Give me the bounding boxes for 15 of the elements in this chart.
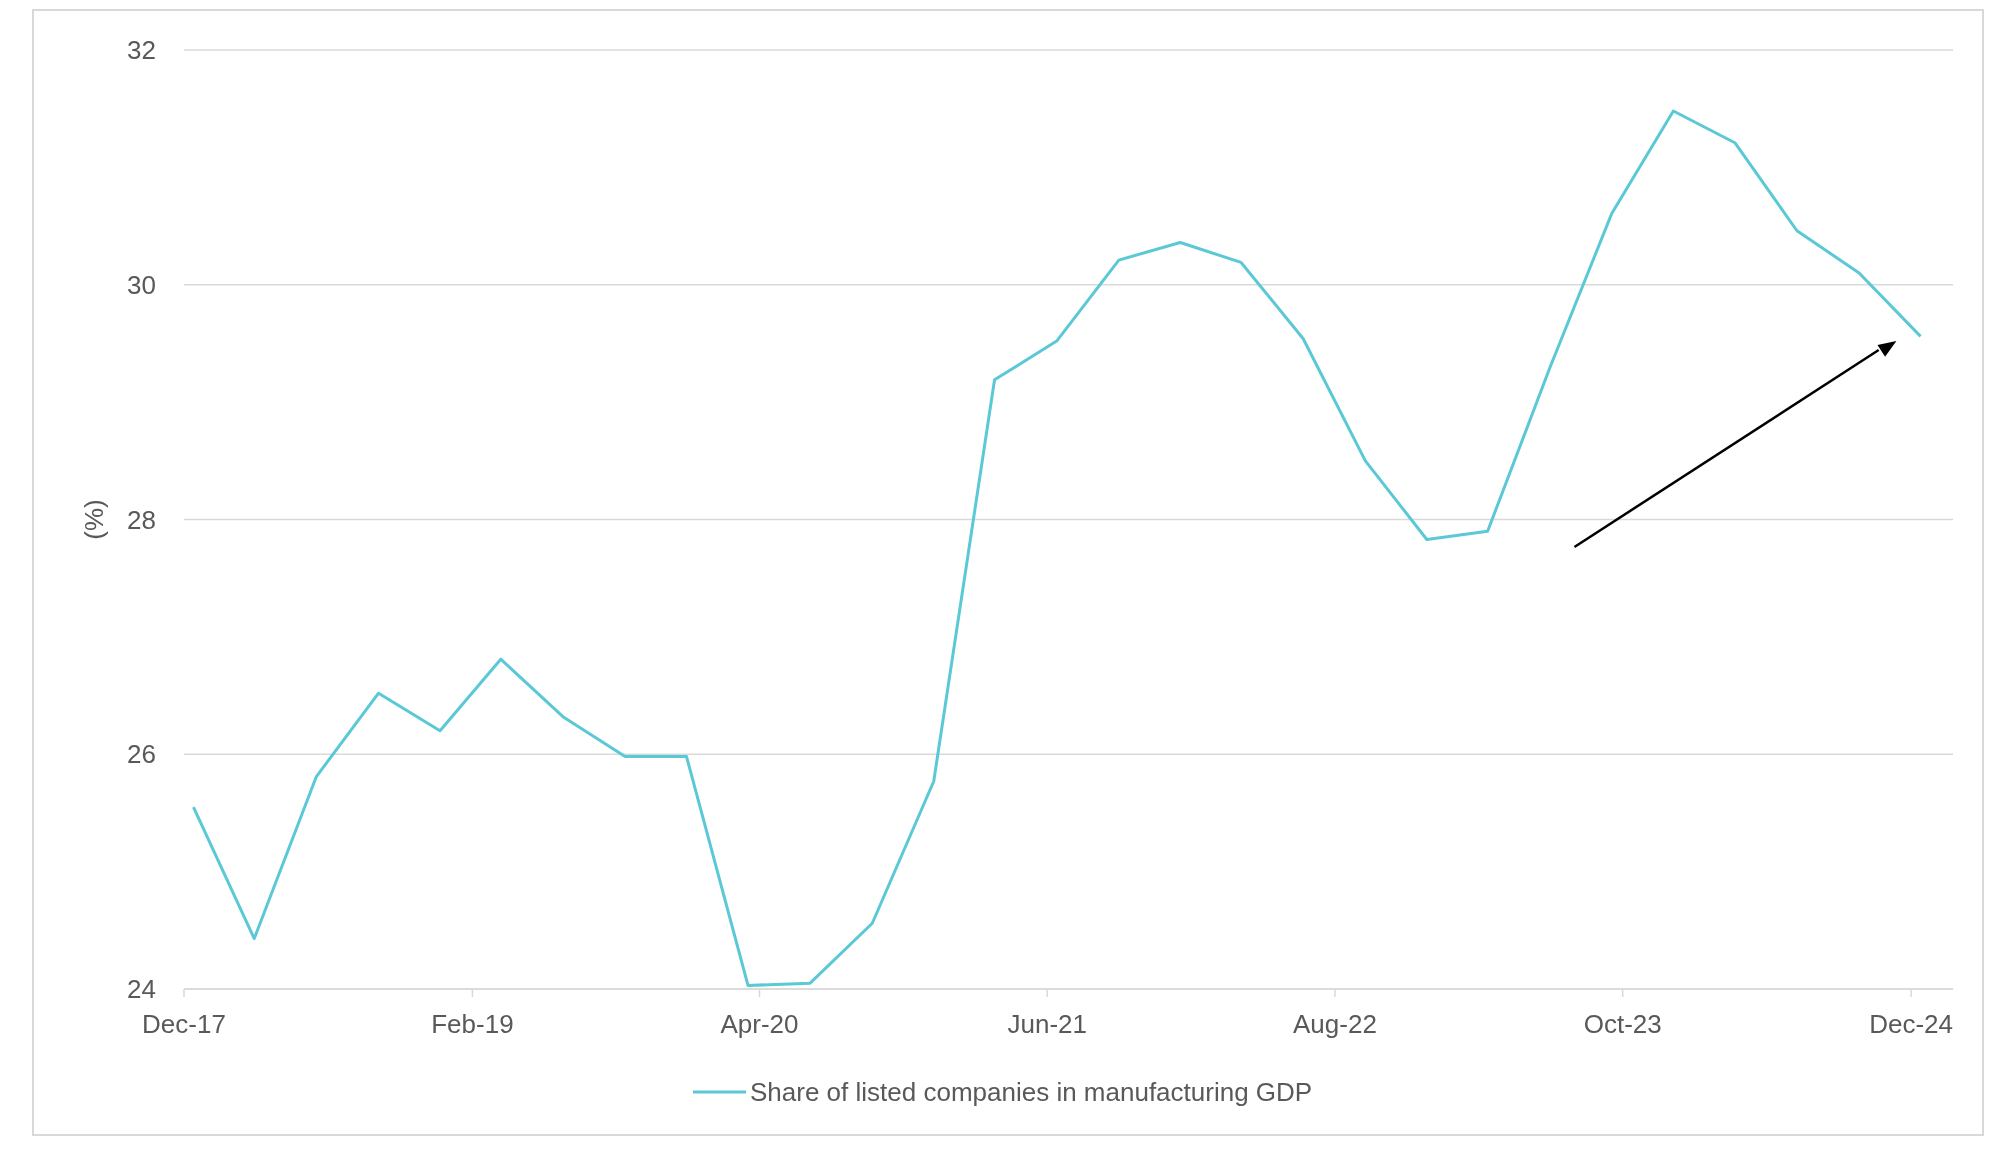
x-tick-label: Dec-24 [1869, 1009, 1954, 1039]
x-tick-label: Dec-17 [142, 1009, 226, 1039]
line-series [191, 109, 1923, 987]
y-tick-label: 32 [127, 35, 156, 66]
x-tick-label: Oct-23 [1583, 1009, 1662, 1039]
y-tick-label: 26 [127, 739, 156, 770]
x-tick-label: Apr-20 [720, 1009, 799, 1039]
y-tick-label: 24 [127, 974, 156, 1005]
x-tick-label: Jun-21 [1007, 1009, 1087, 1039]
y-axis-title: (%) [79, 499, 109, 540]
y-tick-label: 28 [127, 504, 156, 535]
x-tick-label: Aug-22 [1293, 1009, 1377, 1039]
y-tick-label: 30 [127, 269, 156, 300]
legend-label: Share of listed companies in manufacturing GDP [750, 1077, 1313, 1108]
x-tick-label: Feb-19 [431, 1009, 514, 1039]
